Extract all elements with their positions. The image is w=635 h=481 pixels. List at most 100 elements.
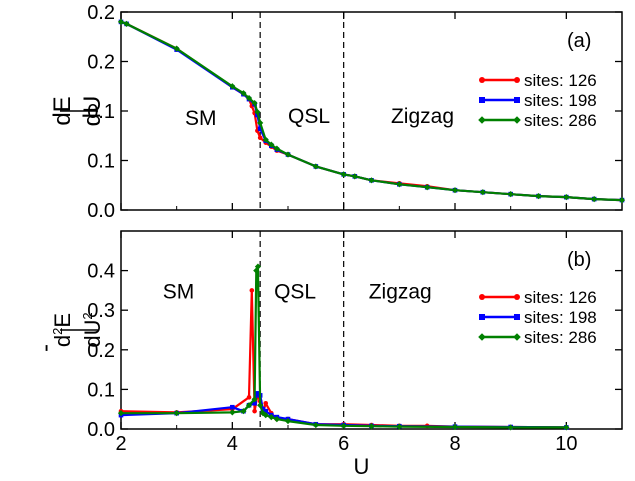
panel-b-ytick-label: 0.2 — [87, 340, 115, 362]
panel-a-data-point — [268, 141, 275, 148]
panel-a-data-point — [507, 191, 514, 198]
panel-a-data-point — [563, 194, 570, 201]
panel-b-data-point — [255, 391, 260, 396]
panel-b-ylabel-minus: - — [32, 344, 59, 352]
panel-a-legend-label: sites: 126 — [524, 71, 597, 90]
panel-a-data-point — [312, 163, 319, 170]
panel-b-ytick-label: 0.1 — [87, 379, 115, 401]
panel-b-phase-label: QSL — [274, 280, 316, 303]
panel-a-ytick-label: 0.2 — [87, 2, 115, 24]
panel-b-legend-marker — [479, 294, 485, 300]
panel-b-xtick-label: 8 — [449, 433, 460, 455]
panel-b-xlabel: U — [354, 454, 370, 479]
panel-a-legend-marker — [513, 116, 521, 124]
panel-a-data-point — [535, 193, 542, 200]
panel-b-data-point — [252, 408, 257, 414]
panel-a-data-point — [173, 45, 180, 52]
panel-b-legend-label: sites: 198 — [524, 308, 597, 327]
panel-b-data-point — [396, 423, 403, 430]
panel-a-data-point — [424, 184, 431, 191]
panel-b-data-point — [245, 402, 253, 409]
panel-b-data-point — [451, 423, 459, 431]
panel-a-data-point — [257, 135, 263, 141]
panel-b-legend-marker — [479, 314, 485, 320]
panel-b-data-point — [312, 421, 319, 429]
panel-b-legend-marker — [514, 314, 520, 320]
panel-a-phase-label: QSL — [288, 105, 330, 128]
panel-b-data-point — [507, 424, 514, 431]
panel-a-legend-marker — [479, 97, 485, 103]
panel-a-phase-label: Zigzag — [391, 105, 454, 128]
panel-a-data-point — [451, 187, 459, 194]
panel-a-data-point — [123, 20, 130, 27]
panel-a-legend-label: sites: 286 — [524, 111, 597, 130]
panel-a-ytick-label: 0.0 — [87, 200, 115, 222]
panel-b-data-point — [246, 395, 252, 400]
panel-a-data-point — [245, 95, 253, 102]
panel-b-data-point — [251, 396, 258, 403]
panel-a-ytick-label: 0.1 — [87, 101, 115, 123]
panel-b-legend-label: sites: 286 — [524, 328, 597, 347]
panel-b-ylabel-numerator: d2E — [50, 313, 75, 347]
panel-a-data-point — [273, 145, 280, 152]
panel-b-data-point — [173, 410, 180, 417]
panel-a-ylabel-numerator: dE — [49, 96, 76, 125]
panel-a-phase-label: SM — [185, 107, 217, 130]
panel-a-data-point — [618, 197, 626, 204]
panel-b-xtick-label: 6 — [338, 433, 349, 455]
panel-a-legend-marker — [479, 77, 485, 83]
panel-a-data-point — [251, 99, 258, 107]
panel-a-label: (a) — [567, 30, 591, 52]
panel-b-ylabel-denominator: dU2 — [80, 312, 105, 347]
panel-a-data-point — [262, 136, 269, 143]
panel-b-data-point — [262, 412, 269, 419]
panel-b-phase-label: Zigzag — [369, 280, 432, 303]
panel-b-data-point — [284, 417, 292, 425]
panel-b-ytick-label: 0.3 — [87, 300, 115, 322]
panel-b-data-point — [340, 422, 347, 429]
panel-a-data-point — [229, 83, 236, 90]
panel-a-ytick-label: 0.1 — [87, 151, 115, 173]
panel-a-legend-marker — [514, 77, 520, 83]
panel-a-data-point — [257, 119, 264, 126]
panel-a-ytick-label: 0.2 — [87, 52, 115, 74]
panel-b-legend-marker — [513, 333, 521, 341]
panel-b-data-point — [563, 424, 570, 431]
panel-b-data-point — [257, 402, 264, 409]
panel-b-data-point — [249, 288, 255, 293]
panel-a-data-point — [479, 189, 486, 196]
panel-a-data-point — [396, 181, 403, 188]
panel-b-data-point — [229, 409, 236, 416]
panel-b-data-point — [268, 414, 275, 421]
panel-a-legend-label: sites: 198 — [524, 91, 597, 110]
panel-a-legend-marker — [478, 116, 486, 124]
panel-b-label: (b) — [567, 249, 591, 271]
panel-b-data-point — [252, 400, 257, 406]
panel-b-xtick-label: 2 — [115, 433, 126, 455]
panel-b-data-point — [260, 406, 266, 412]
panel-a-data-point — [340, 171, 347, 178]
panel-a-data-point — [351, 173, 358, 180]
panel-a-data-point — [117, 18, 125, 25]
panel-a-legend-marker — [514, 97, 520, 103]
panel-b-data-point — [263, 400, 269, 406]
panel-b-legend-marker — [478, 333, 486, 341]
panel-b-data-point — [259, 410, 267, 417]
panel-b-phase-label: SM — [163, 280, 195, 303]
panel-b-ytick-label: 0.0 — [87, 419, 115, 441]
panel-a-data-point — [257, 126, 263, 132]
panel-a-data-point — [591, 196, 598, 203]
panel-a-data-point — [254, 108, 261, 116]
panel-b-data-point — [368, 423, 375, 430]
panel-b-data-point — [230, 404, 235, 410]
panel-b-data-point — [263, 408, 269, 414]
panel-a-data-point — [284, 151, 292, 158]
panel-b-legend-marker — [514, 294, 520, 300]
panel-b-data-point — [253, 267, 260, 274]
panel-b-data-point — [254, 263, 262, 270]
panel-a-data-point — [368, 177, 375, 184]
panel-b-xtick-label: 4 — [227, 433, 238, 455]
panel-b-ytick-label: 0.4 — [87, 261, 115, 283]
panel-b-data-point — [273, 416, 280, 423]
